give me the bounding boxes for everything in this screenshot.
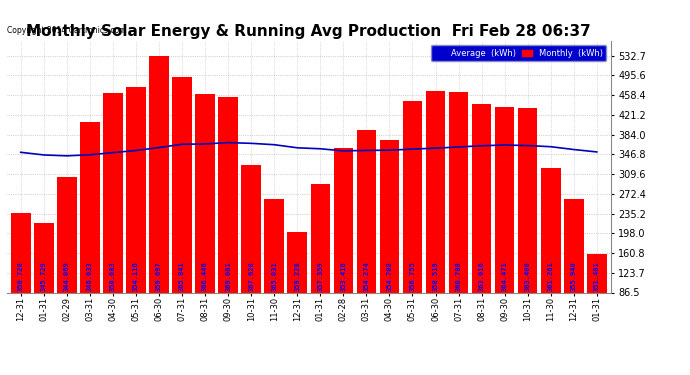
Text: 355.940: 355.940 <box>571 262 577 291</box>
Bar <box>403 101 422 292</box>
Text: 359.697: 359.697 <box>156 262 162 291</box>
Bar <box>288 232 307 292</box>
Text: 353.410: 353.410 <box>340 262 346 291</box>
Text: 350.083: 350.083 <box>110 262 116 291</box>
Text: 350.728: 350.728 <box>18 262 23 291</box>
Text: 345.729: 345.729 <box>41 262 47 291</box>
Bar <box>149 56 169 292</box>
Bar <box>333 148 353 292</box>
Text: 346.033: 346.033 <box>87 262 93 291</box>
Text: 359.228: 359.228 <box>294 262 300 291</box>
Text: 369.001: 369.001 <box>225 262 231 291</box>
Bar <box>426 91 445 292</box>
Title: Monthly Solar Energy & Running Avg Production  Fri Feb 28 06:37: Monthly Solar Energy & Running Avg Produ… <box>26 24 591 39</box>
Text: Copyright 2014 Cartronics.com: Copyright 2014 Cartronics.com <box>7 26 126 35</box>
Text: 363.016: 363.016 <box>479 262 484 291</box>
Text: 360.788: 360.788 <box>455 262 462 291</box>
Text: 363.408: 363.408 <box>524 262 531 291</box>
Bar <box>126 87 146 292</box>
Bar <box>472 104 491 292</box>
Bar <box>310 184 330 292</box>
Text: 344.069: 344.069 <box>63 262 70 291</box>
Text: 366.446: 366.446 <box>202 262 208 291</box>
Bar <box>241 165 261 292</box>
Text: 361.261: 361.261 <box>548 262 554 291</box>
Bar <box>380 140 400 292</box>
Legend: Average  (kWh), Monthly  (kWh): Average (kWh), Monthly (kWh) <box>431 45 607 61</box>
Bar <box>587 254 607 292</box>
Text: 357.359: 357.359 <box>317 262 324 291</box>
Text: 354.116: 354.116 <box>133 262 139 291</box>
Bar <box>57 177 77 292</box>
Text: 354.274: 354.274 <box>364 262 369 291</box>
Bar <box>34 223 54 292</box>
Text: 358.519: 358.519 <box>433 262 439 291</box>
Bar <box>11 213 30 292</box>
Bar <box>172 77 192 292</box>
Bar <box>448 92 469 292</box>
Text: 365.841: 365.841 <box>179 262 185 291</box>
Text: 354.708: 354.708 <box>386 262 393 291</box>
Bar <box>195 94 215 292</box>
Bar <box>80 122 99 292</box>
Bar <box>103 93 123 292</box>
Bar <box>518 108 538 292</box>
Bar <box>495 106 515 292</box>
Bar <box>564 199 584 292</box>
Bar <box>264 199 284 292</box>
Bar <box>357 130 376 292</box>
Text: 364.471: 364.471 <box>502 262 508 291</box>
Text: 365.031: 365.031 <box>271 262 277 291</box>
Bar <box>541 168 560 292</box>
Bar <box>218 97 238 292</box>
Text: 367.628: 367.628 <box>248 262 254 291</box>
Text: 351.401: 351.401 <box>594 262 600 291</box>
Text: 356.755: 356.755 <box>409 262 415 291</box>
